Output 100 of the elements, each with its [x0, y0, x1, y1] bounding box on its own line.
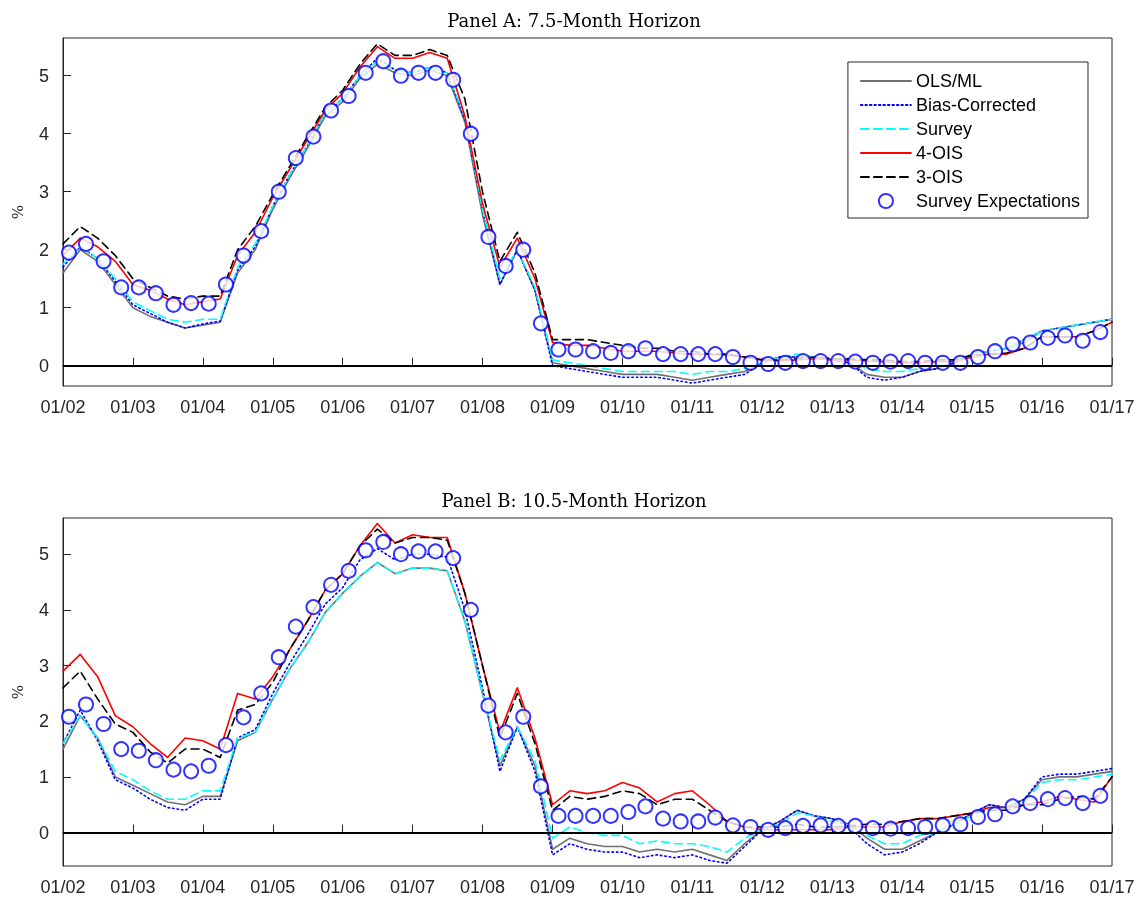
- point: [375, 53, 392, 70]
- x-tick-label: 01/09: [530, 877, 576, 897]
- point: [462, 125, 479, 142]
- point: [340, 88, 357, 104]
- x-tick-label: 01/13: [809, 397, 855, 417]
- point: [95, 716, 112, 733]
- x-tick-label: 01/08: [459, 877, 506, 897]
- point: [655, 810, 672, 827]
- x-tick-label: 01/05: [250, 397, 296, 417]
- legend-label: Survey Expectations: [915, 191, 1081, 211]
- x-tick-label: 01/07: [390, 877, 436, 897]
- point: [165, 296, 182, 313]
- x-tick-label: 01/16: [1019, 877, 1065, 897]
- point: [323, 576, 340, 593]
- x-tick-label: 01/17: [1089, 877, 1135, 897]
- point: [987, 806, 1004, 823]
- y-tick-label: 3: [38, 655, 49, 676]
- point: [462, 601, 479, 618]
- point: [217, 276, 234, 293]
- point: [95, 253, 112, 270]
- point: [724, 817, 741, 834]
- x-tick-label: 01/16: [1019, 397, 1065, 417]
- point: [1004, 798, 1021, 815]
- point: [707, 809, 724, 826]
- point: [602, 807, 619, 824]
- x-tick-label: 01/03: [110, 397, 156, 417]
- point: [1074, 332, 1091, 349]
- point: [270, 649, 287, 666]
- point: [969, 349, 986, 365]
- point: [183, 295, 200, 312]
- point: [830, 817, 847, 834]
- point: [113, 279, 130, 296]
- chart-title: Panel A: 7.5-Month Horizon: [447, 9, 702, 31]
- point: [795, 817, 811, 834]
- point: [287, 618, 304, 635]
- point: [672, 813, 689, 830]
- y-tick-label: 5: [38, 65, 49, 86]
- point: [952, 816, 969, 833]
- point: [165, 761, 182, 778]
- point: [305, 599, 322, 616]
- point: [620, 803, 637, 820]
- legend-label: 4-OIS: [915, 143, 963, 163]
- point: [427, 64, 444, 81]
- x-tick-label: 01/12: [739, 397, 785, 417]
- point: [655, 346, 672, 363]
- point: [1074, 795, 1091, 812]
- point: [445, 71, 462, 88]
- point: [130, 279, 147, 296]
- point: [1039, 329, 1056, 346]
- point: [60, 244, 77, 261]
- point: [77, 235, 94, 252]
- point: [375, 533, 392, 550]
- point: [532, 315, 549, 332]
- y-tick-label: 3: [38, 181, 49, 202]
- point: [1022, 795, 1039, 812]
- point: [323, 102, 340, 119]
- x-tick-label: 01/15: [949, 877, 995, 897]
- point: [567, 341, 584, 358]
- point: [969, 809, 986, 825]
- x-tick-label: 01/02: [40, 877, 86, 897]
- x-tick-label: 01/14: [879, 397, 925, 417]
- x-tick-label: 01/08: [459, 397, 506, 417]
- x-tick-label: 01/09: [530, 397, 576, 417]
- point: [637, 798, 654, 815]
- point: [987, 343, 1004, 360]
- y-tick-label: 2: [38, 239, 49, 260]
- y-tick-label: 4: [38, 123, 49, 144]
- y-tick-label: 0: [38, 355, 49, 376]
- point: [392, 67, 409, 84]
- point: [690, 346, 707, 363]
- chart-title: Panel B: 10.5-Month Horizon: [441, 489, 707, 511]
- x-tick-label: 01/05: [250, 877, 296, 897]
- point: [60, 708, 77, 725]
- y-tick-label: 0: [38, 822, 49, 843]
- point: [515, 708, 532, 725]
- legend-label: 3-OIS: [915, 167, 963, 187]
- x-tick-label: 01/04: [180, 877, 226, 897]
- point: [480, 228, 497, 245]
- point: [1004, 336, 1021, 353]
- point: [147, 752, 164, 769]
- x-tick-label: 01/17: [1089, 397, 1135, 417]
- point: [340, 562, 357, 579]
- x-tick-label: 01/11: [670, 877, 715, 897]
- point: [410, 64, 427, 81]
- legend-label: Bias-Corrected: [915, 95, 1036, 115]
- point: [637, 340, 654, 357]
- point: [287, 150, 304, 167]
- y-tick-label: 5: [38, 544, 49, 565]
- point: [253, 685, 270, 702]
- x-tick-label: 01/14: [879, 877, 925, 897]
- point: [620, 343, 637, 360]
- point: [235, 247, 252, 264]
- point: [357, 64, 374, 81]
- point: [427, 543, 444, 560]
- point: [532, 778, 549, 795]
- point: [200, 757, 217, 774]
- x-tick-label: 01/15: [949, 397, 995, 417]
- x-tick-label: 01/06: [320, 397, 366, 417]
- point: [724, 349, 741, 365]
- point: [410, 543, 427, 560]
